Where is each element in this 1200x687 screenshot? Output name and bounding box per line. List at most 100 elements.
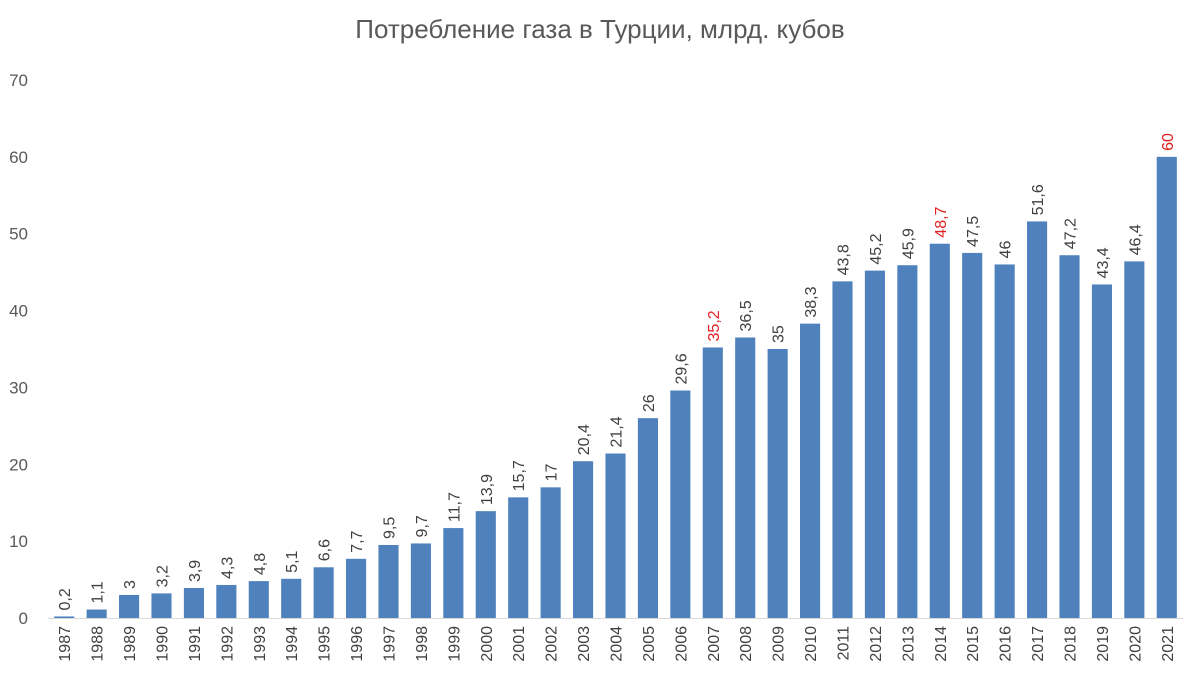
- y-tick-label: 20: [9, 455, 28, 474]
- data-label-1990: 3,2: [155, 565, 172, 587]
- x-tick-label-2013: 2013: [900, 626, 917, 662]
- bar-2015: [962, 252, 983, 618]
- x-tick-label-1995: 1995: [317, 626, 334, 662]
- x-tick-label-2008: 2008: [738, 626, 755, 662]
- x-tick-label-1990: 1990: [155, 626, 172, 662]
- bar-1997: [378, 544, 399, 618]
- x-tick-label-2005: 2005: [641, 626, 658, 662]
- x-tick-label-2021: 2021: [1160, 626, 1177, 662]
- y-tick-label: 30: [9, 378, 28, 397]
- y-tick-label: 50: [9, 225, 28, 244]
- x-tick-label-1992: 1992: [219, 626, 236, 662]
- data-label-1993: 4,8: [252, 553, 269, 575]
- x-tick-label-1997: 1997: [382, 626, 399, 662]
- bar-2002: [540, 487, 561, 618]
- x-tick-label-1998: 1998: [414, 626, 431, 662]
- bar-2007: [702, 347, 723, 618]
- x-tick-label-2020: 2020: [1127, 626, 1144, 662]
- bar-1990: [151, 593, 172, 618]
- data-label-2014: 48,7: [933, 206, 950, 237]
- data-label-1994: 5,1: [284, 550, 301, 572]
- bar-1992: [216, 584, 237, 618]
- x-tick-label-2004: 2004: [609, 626, 626, 662]
- data-label-2012: 45,2: [868, 233, 885, 264]
- bar-2018: [1059, 255, 1080, 618]
- bar-1995: [313, 567, 334, 618]
- x-tick-label-2007: 2007: [706, 626, 723, 662]
- data-label-1997: 9,5: [382, 517, 399, 539]
- bar-2016: [994, 264, 1015, 618]
- x-tick-label-2006: 2006: [673, 626, 690, 662]
- bar-2017: [1027, 221, 1048, 618]
- data-label-1989: 3: [122, 580, 139, 589]
- bar-2009: [767, 349, 788, 618]
- bar-2014: [929, 243, 950, 618]
- data-label-2018: 47,2: [1063, 218, 1080, 249]
- data-label-2009: 35: [771, 325, 788, 343]
- bar-2010: [800, 323, 821, 618]
- data-label-2005: 26: [641, 394, 658, 412]
- data-label-1995: 6,6: [317, 539, 334, 561]
- data-label-2021: 60: [1160, 133, 1177, 151]
- x-tick-label-2016: 2016: [998, 626, 1015, 662]
- x-tick-label-1999: 1999: [446, 626, 463, 662]
- data-label-2000: 13,9: [479, 474, 496, 505]
- bar-2004: [605, 453, 626, 618]
- x-tick-label-1988: 1988: [90, 626, 107, 662]
- data-label-1992: 4,3: [219, 557, 236, 579]
- bar-2020: [1124, 261, 1145, 618]
- data-label-1988: 1,1: [90, 581, 107, 603]
- bar-2001: [508, 497, 529, 618]
- bar-1991: [183, 588, 204, 618]
- x-tick-label-1989: 1989: [122, 626, 139, 662]
- x-tick-label-2011: 2011: [836, 626, 853, 661]
- data-label-1991: 3,9: [187, 560, 204, 582]
- x-tick-label-2002: 2002: [544, 626, 561, 662]
- bar-2000: [475, 511, 496, 618]
- x-tick-label-2018: 2018: [1063, 626, 1080, 662]
- bar-1999: [443, 528, 464, 618]
- data-label-2008: 36,5: [738, 300, 755, 331]
- bar-1987: [54, 616, 75, 618]
- data-label-1996: 7,7: [349, 530, 366, 552]
- y-tick-label: 70: [9, 71, 28, 90]
- bar-2006: [670, 390, 691, 618]
- bar-2012: [864, 270, 885, 618]
- data-label-2011: 43,8: [836, 244, 853, 275]
- bar-2003: [573, 461, 594, 618]
- x-tick-label-2003: 2003: [576, 626, 593, 662]
- data-label-2015: 47,5: [965, 216, 982, 247]
- y-tick-label: 40: [9, 302, 28, 321]
- x-tick-label-1993: 1993: [252, 626, 269, 662]
- x-tick-label-1991: 1991: [187, 626, 204, 662]
- data-label-1987: 0,2: [57, 588, 74, 610]
- data-label-2004: 21,4: [609, 416, 626, 447]
- data-label-2016: 46: [998, 241, 1015, 259]
- y-tick-label: 0: [19, 609, 28, 628]
- data-label-2017: 51,6: [1030, 184, 1047, 215]
- data-label-2001: 15,7: [511, 460, 528, 491]
- x-tick-label-2017: 2017: [1030, 626, 1047, 662]
- data-label-1998: 9,7: [414, 515, 431, 537]
- x-tick-label-2015: 2015: [965, 626, 982, 662]
- x-tick-label-2019: 2019: [1095, 626, 1112, 662]
- data-label-2003: 20,4: [576, 424, 593, 455]
- data-label-2010: 38,3: [803, 286, 820, 317]
- bar-2008: [735, 337, 756, 618]
- y-tick-label: 60: [9, 148, 28, 167]
- x-tick-label-1987: 1987: [57, 626, 74, 662]
- bar-2011: [832, 281, 853, 618]
- data-label-1999: 11,7: [446, 492, 463, 522]
- data-label-2006: 29,6: [673, 353, 690, 384]
- data-label-2013: 45,9: [900, 228, 917, 259]
- data-label-2007: 35,2: [706, 310, 723, 341]
- data-label-2020: 46,4: [1127, 224, 1144, 255]
- x-tick-label-1996: 1996: [349, 626, 366, 662]
- bar-2005: [637, 418, 658, 618]
- bar-2019: [1091, 284, 1112, 618]
- bar-2021: [1156, 156, 1177, 618]
- bar-1996: [346, 558, 367, 618]
- x-tick-label-2014: 2014: [933, 626, 950, 662]
- data-label-2019: 43,4: [1095, 247, 1112, 278]
